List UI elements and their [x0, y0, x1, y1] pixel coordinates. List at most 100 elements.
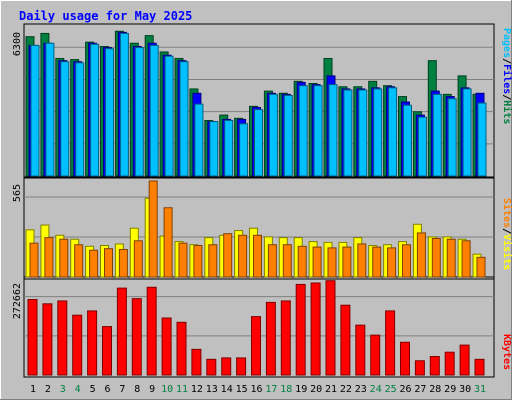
pages-bar-body — [179, 61, 189, 177]
pages-bar — [268, 93, 278, 177]
kbytes-bar — [236, 357, 247, 376]
day-label: 13 — [206, 384, 218, 395]
pages-bar-body — [75, 62, 85, 177]
sites-bar-body — [402, 244, 411, 278]
kbytes-bar — [102, 326, 112, 376]
kbytes-bar — [310, 282, 321, 376]
pages-bar-body — [283, 94, 293, 177]
day-label: 24 — [370, 384, 382, 395]
day-label: 8 — [134, 384, 140, 395]
kbytes-panel-ytick-label: 272662 — [12, 283, 23, 319]
pages-bar — [239, 123, 249, 177]
day-label: 16 — [250, 384, 262, 395]
pages-bar — [164, 55, 174, 177]
kbytes-panel-ylabel: KBytes — [501, 334, 512, 370]
pages-bar — [149, 44, 159, 177]
sites-bar — [416, 232, 426, 278]
pages-bar-body — [358, 89, 368, 177]
kbytes-bar-body — [251, 316, 261, 376]
sites-bar — [29, 242, 39, 278]
sites-bar — [312, 246, 322, 278]
pages-bar — [134, 47, 144, 177]
pages-bar — [328, 84, 338, 177]
day-label: 30 — [459, 384, 471, 395]
pages-bar-body — [313, 85, 323, 177]
sites-bar — [89, 249, 99, 278]
pages-bar — [119, 32, 129, 177]
day-label: 19 — [295, 384, 307, 395]
pages-bar — [447, 98, 457, 177]
kbytes-bar-body — [414, 360, 425, 376]
pages-bar — [373, 88, 383, 177]
kbytes-bar-body — [325, 280, 336, 376]
pages-bar — [358, 89, 368, 177]
kbytes-bar-body — [385, 310, 396, 376]
sites-bar-body — [29, 242, 39, 278]
pages-bar — [462, 88, 472, 177]
kbytes-bar-body — [42, 303, 53, 376]
kbytes-bar — [414, 360, 425, 376]
kbytes-bar — [191, 348, 202, 376]
day-label: 2 — [45, 384, 51, 395]
pages-bar-body — [403, 104, 412, 177]
kbytes-bar-body — [102, 326, 112, 376]
pages-bar-body — [373, 88, 383, 177]
day-label: 15 — [236, 384, 248, 395]
sites-bar — [372, 246, 382, 278]
sites-bar-body — [148, 180, 158, 278]
sites-bar-body — [282, 244, 292, 278]
kbytes-bar-body — [295, 283, 306, 376]
sites-bar — [223, 233, 233, 278]
pages-bar — [432, 93, 442, 177]
sites-bar-body — [416, 232, 426, 278]
kbytes-bar — [385, 310, 396, 376]
day-label: 26 — [399, 384, 411, 395]
sites-bar — [461, 240, 471, 278]
ylabel-sep-2: / — [501, 94, 512, 100]
ylabel-pages: Pages — [501, 28, 512, 58]
kbytes-bar — [87, 310, 98, 376]
sites-bar — [208, 244, 218, 278]
day-label: 27 — [414, 384, 426, 395]
pages-bar — [477, 102, 487, 177]
pages-bar-body — [134, 47, 144, 177]
kbytes-bar — [116, 287, 127, 376]
sites-bar-body — [431, 237, 441, 278]
pages-bar-body — [388, 87, 398, 177]
kbytes-bar — [295, 283, 306, 376]
kbytes-bar-body — [27, 299, 38, 376]
sites-bar — [74, 244, 84, 278]
sites-bar-body — [163, 207, 173, 278]
sites-bar — [163, 207, 173, 278]
kbytes-bar — [474, 358, 485, 376]
pages-bar-body — [328, 84, 338, 177]
sites-bar — [357, 243, 367, 278]
sites-panel-ytick-label: 565 — [12, 184, 23, 202]
day-label: 28 — [429, 384, 441, 395]
sites-bar — [253, 234, 262, 278]
sites-bar — [476, 256, 486, 278]
pages-bar — [105, 48, 114, 177]
sites-bar-body — [357, 243, 367, 278]
sites-bar-body — [267, 244, 277, 278]
kbytes-bar — [42, 303, 53, 376]
day-label: 3 — [60, 384, 66, 395]
pages-bar-body — [343, 89, 353, 177]
sites-bar-body — [446, 238, 456, 278]
kbytes-bar-body — [87, 310, 98, 376]
day-label: 31 — [474, 384, 486, 395]
kbytes-bar — [176, 321, 187, 376]
kbytes-bar-body — [400, 341, 410, 376]
pages-bar-body — [30, 44, 40, 177]
pages-bar — [209, 121, 219, 177]
ylabel-sites: Sites — [501, 198, 512, 228]
pages-bar-body — [224, 120, 234, 177]
day-label: 7 — [119, 384, 125, 395]
sites-bar — [387, 247, 397, 278]
kbytes-bar-body — [310, 282, 321, 376]
day-label: 25 — [385, 384, 397, 395]
sites-bar-body — [44, 237, 54, 278]
pages-bar — [313, 85, 323, 177]
kbytes-bar-body — [131, 298, 142, 376]
kbytes-bar — [221, 357, 232, 376]
